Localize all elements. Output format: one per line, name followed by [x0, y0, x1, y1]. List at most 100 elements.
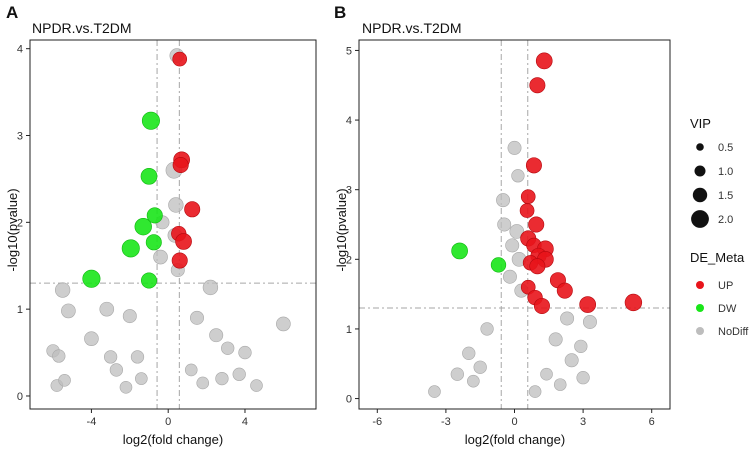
panel-a-point-dw	[134, 217, 152, 236]
panel-a-point-nodiff	[221, 341, 235, 355]
panel-a-point-nodiff	[153, 249, 168, 265]
panel-b-xtick-label: 6	[649, 416, 655, 428]
legend-vip-title: VIP	[690, 116, 711, 131]
panel-b-point-up	[529, 77, 546, 94]
panel-b-xtick-label: -6	[372, 416, 382, 428]
panel-a-ytick-label: 3	[17, 131, 23, 143]
panel-b-point-nodiff	[576, 371, 590, 385]
panel-b-point-nodiff	[496, 193, 511, 208]
panel-a-xtick-label: 4	[242, 416, 248, 428]
legend-meta-title: DE_Meta	[690, 250, 745, 265]
panel-a-ytick-label: 4	[17, 44, 23, 56]
panel-b-point-nodiff	[574, 339, 588, 353]
panel-a-xtick-label: -4	[87, 416, 97, 428]
legend-meta-dot-up	[696, 281, 704, 289]
panel-b-ytick-label: 3	[346, 185, 352, 197]
panel-b-ytick-label: 2	[346, 254, 352, 266]
legend-vip-entries: 0.5 1.0 1.5 2.0	[691, 142, 733, 228]
panel-a-ylabel: -log10(pvalue)	[5, 188, 20, 271]
panel-a-point-nodiff	[184, 363, 198, 377]
panel-a-point-dw	[141, 272, 158, 289]
panel-b-point-nodiff	[497, 217, 512, 232]
panel-b-point-up	[556, 282, 573, 299]
panel-a-point-dw	[121, 239, 140, 258]
panel-a-point-nodiff	[276, 316, 291, 332]
panel-a-point-nodiff	[215, 371, 229, 386]
panel-a-point-nodiff	[122, 309, 137, 324]
panel-a-point-nodiff	[238, 345, 252, 360]
panel-a-plot: -4 0 4 0 1 2 3 4	[17, 39, 317, 428]
panel-a-point-dw	[141, 111, 160, 130]
panel-a-point-dw	[145, 234, 162, 251]
panel-b-point-dw	[451, 242, 468, 260]
panel-a-letter: A	[6, 3, 18, 22]
panel-b-point-nodiff	[582, 314, 597, 329]
panel-b-point-nodiff	[450, 367, 464, 381]
panel-a-point-nodiff	[109, 363, 124, 377]
legend-meta-entries: UP DW NoDiff	[696, 280, 749, 338]
panel-a: A NPDR.vs.T2DM -log10(pvalue) log2(fold …	[5, 3, 317, 447]
legend-vip-dot	[696, 143, 704, 151]
legend-vip-dot	[692, 187, 708, 203]
panel-b-point-up	[525, 157, 542, 174]
panel-a-point-nodiff	[202, 279, 219, 296]
panel-a-point-nodiff	[168, 197, 184, 213]
panel-b-point-up	[529, 258, 546, 275]
panel-b-xtick-label: 0	[511, 416, 517, 428]
panel-b-point-nodiff	[473, 360, 487, 374]
panel-a-point-nodiff	[61, 303, 76, 319]
legend-vip-label: 1.5	[718, 190, 733, 202]
panel-b-letter: B	[334, 3, 346, 22]
panel-a-point-up	[172, 51, 188, 67]
panel-a-point-nodiff	[84, 331, 99, 346]
panel-a-ytick-label: 0	[17, 391, 23, 403]
legend-meta-label: NoDiff	[718, 326, 749, 338]
legend-meta-dot-nodiff	[696, 327, 704, 335]
panel-a-point-nodiff	[99, 301, 115, 317]
panel-a-point-nodiff	[196, 376, 210, 390]
panel-b-ytick-label: 1	[346, 324, 352, 336]
panel-b-point-nodiff	[507, 140, 522, 155]
panel-b-point-up	[624, 293, 643, 312]
panel-a-point-dw	[146, 207, 163, 224]
panel-a-ytick-label: 1	[17, 304, 23, 316]
panel-a-xlabel: log2(fold change)	[123, 432, 223, 447]
panel-b-point-nodiff	[564, 353, 579, 368]
panel-b-plot: -6 -3 0 3 6 0 1 2 3 4 5	[346, 39, 671, 428]
panel-a-point-dw	[140, 167, 158, 185]
panel-a-point-nodiff	[103, 350, 118, 364]
panel-a-point-nodiff	[119, 380, 133, 394]
panel-b-point-up	[535, 52, 553, 70]
panel-b-point-nodiff	[462, 346, 476, 360]
panel-b-xtick-label: 3	[580, 416, 586, 428]
panel-a-point-nodiff	[135, 372, 148, 385]
panel-b-point-nodiff	[553, 378, 567, 391]
panel-b-ylabel: -log10(pvalue)	[334, 188, 349, 271]
panel-b-ytick-label: 4	[346, 115, 352, 127]
panel-b-point-nodiff	[502, 269, 517, 284]
panel-a-point-up	[172, 157, 189, 174]
panel-b-point-nodiff	[560, 311, 575, 326]
legend: VIP 0.5 1.0 1.5 2.0 DE_Meta UP DW NoDiff	[690, 116, 749, 338]
panel-b-point-nodiff	[480, 322, 494, 336]
panel-b-point-up	[579, 296, 597, 313]
panel-b-point-nodiff	[505, 238, 520, 253]
panel-b-xlabel: log2(fold change)	[465, 432, 565, 447]
panel-a-frame	[29, 39, 317, 410]
panel-a-point-nodiff	[54, 282, 71, 298]
panel-b-point-nodiff	[511, 169, 525, 183]
panel-a-ytick-label: 2	[17, 217, 23, 229]
panel-b-point-nodiff	[428, 385, 441, 398]
panel-b-xtick-label: -3	[441, 416, 451, 428]
panel-a-point-up	[184, 201, 201, 218]
panel-b-point-dw	[490, 257, 507, 273]
panel-a-point-nodiff	[250, 379, 263, 392]
legend-vip-label: 1.0	[718, 166, 733, 178]
panel-a-point-nodiff	[130, 350, 145, 364]
panel-b-frame	[358, 39, 671, 410]
legend-meta-label: DW	[718, 303, 737, 315]
panel-a-point-nodiff	[52, 349, 66, 363]
panel-b-title: NPDR.vs.T2DM	[362, 20, 462, 36]
legend-vip-dot	[694, 165, 706, 177]
